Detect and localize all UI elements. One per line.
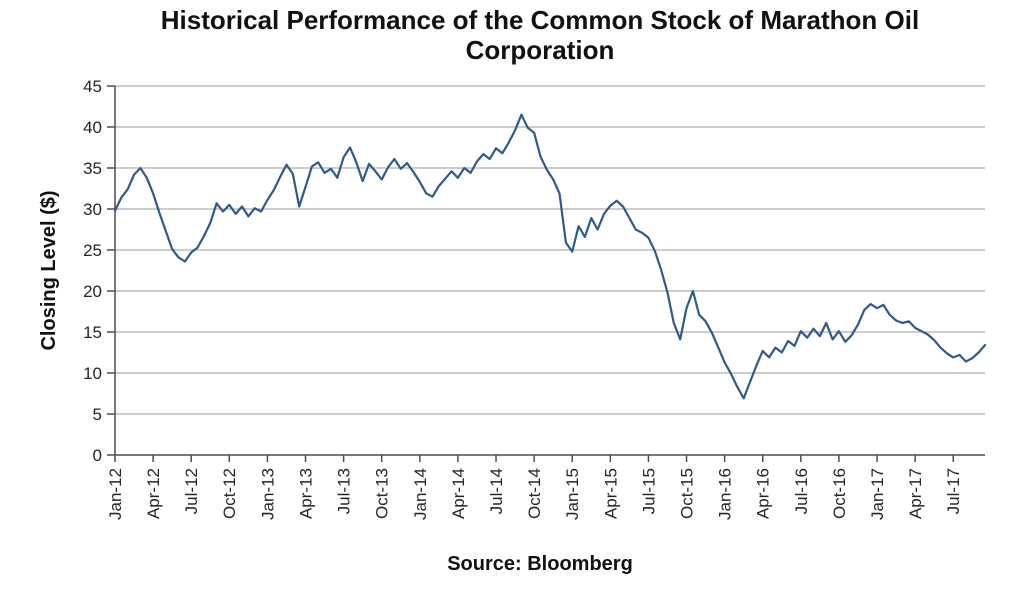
y-axis-tick-label: 30 [83,200,102,219]
x-axis-tick-label: Apr-15 [601,468,620,519]
x-axis-tick-label: Oct-16 [830,468,849,519]
y-axis-tick-label: 10 [83,364,102,383]
chart-title-text: Historical Performance of the Common Sto… [160,5,920,65]
x-axis-tick-label: Jan-15 [563,468,582,520]
y-axis-tick-label: 0 [93,446,102,465]
x-axis-tick-label: Jul-12 [182,468,201,514]
x-axis-tick-label: Jul-17 [944,468,963,514]
x-axis-tick-label: Jan-13 [258,468,277,520]
y-axis-tick-label: 20 [83,282,102,301]
x-axis-tick-label: Oct-12 [220,468,239,519]
y-axis-tick-label: 25 [83,241,102,260]
price-line [113,113,987,400]
x-axis-tick-label: Jul-16 [792,468,811,514]
x-axis-tick-label: Jul-13 [335,468,354,514]
x-axis-tick-label: Oct-15 [677,468,696,519]
x-axis-tick-label: Apr-13 [296,468,315,519]
x-axis-tick-label: Jul-15 [639,468,658,514]
y-axis-tick-label: 35 [83,159,102,178]
x-axis-tick-label: Oct-13 [373,468,392,519]
x-axis-tick-label: Apr-17 [906,468,925,519]
x-axis-tick-label: Apr-14 [449,468,468,519]
y-axis-title: Closing Level ($) [38,190,60,350]
x-axis-tick-label: Jul-14 [487,468,506,514]
x-axis-tick-label: Jan-16 [716,468,735,520]
x-axis-tick-label: Jan-17 [868,468,887,520]
y-axis-tick-label: 15 [83,323,102,342]
y-axis-tick-label: 40 [83,118,102,137]
x-axis-tick-label: Oct-14 [525,468,544,519]
x-axis-tick-label: Apr-12 [144,468,163,519]
y-axis-tick-label: 5 [93,405,102,424]
source-caption: Source: Bloomberg [447,553,633,575]
x-axis-tick-label: Jan-12 [106,468,125,520]
page-title: Historical Performance of the Common Sto… [56,5,1024,66]
x-axis-tick-label: Jan-14 [411,468,430,520]
y-axis-tick-label: 45 [83,77,102,96]
x-axis-tick-label: Apr-16 [754,468,773,519]
